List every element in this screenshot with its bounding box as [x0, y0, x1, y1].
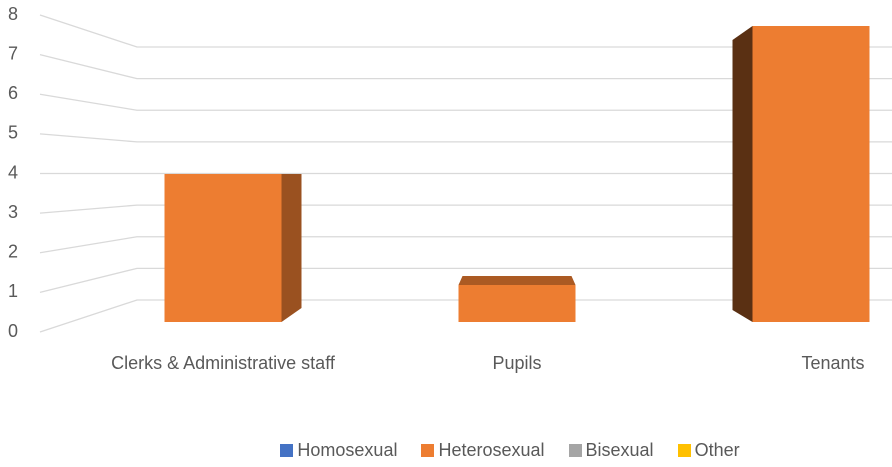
- x-tick-label: Tenants: [801, 353, 865, 373]
- legend-item: Heterosexual: [421, 440, 545, 461]
- legend-swatch: [280, 444, 294, 457]
- legend-label: Bisexual: [585, 440, 654, 460]
- grid-line: [39, 14, 892, 48]
- legend-item: Other: [677, 440, 740, 461]
- legend-label: Other: [694, 440, 740, 460]
- grid-line: [39, 53, 892, 80]
- y-tick-label: 2: [8, 242, 18, 262]
- grid-line: [39, 299, 892, 333]
- legend: Homosexual Heterosexual Bisexual Other: [0, 440, 892, 461]
- y-tick-label: 3: [8, 202, 18, 222]
- chart: 0 1 2 3 4 5 6 7 8: [8, 4, 892, 341]
- legend-item: Homosexual: [280, 440, 397, 461]
- y-tick-label: 8: [8, 4, 18, 24]
- bar: [458, 285, 576, 322]
- bar-group: [732, 26, 870, 322]
- bar-top: [458, 276, 576, 285]
- legend-swatch: [568, 444, 582, 457]
- bar: [752, 26, 870, 322]
- bar: [164, 174, 282, 322]
- bar-group: [164, 174, 302, 322]
- legend-label: Heterosexual: [438, 440, 545, 460]
- grid-line: [39, 133, 892, 143]
- bar-group: [458, 276, 576, 322]
- legend-swatch: [677, 444, 691, 457]
- grid-line: [39, 204, 892, 214]
- bar-side: [732, 26, 753, 322]
- grid-line: [39, 267, 892, 294]
- legend-label: Homosexual: [297, 440, 398, 460]
- x-tick-label: Pupils: [492, 353, 542, 373]
- y-tick-label: 6: [8, 83, 18, 103]
- y-tick-label: 4: [8, 162, 18, 182]
- y-tick-label: 0: [8, 321, 18, 341]
- legend-swatch: [421, 444, 435, 457]
- y-tick-label: 1: [8, 281, 18, 301]
- bar-side: [281, 174, 302, 322]
- y-tick-label: 5: [8, 123, 18, 143]
- y-tick-label: 7: [8, 43, 18, 63]
- grid-line: [39, 236, 892, 254]
- legend-item: Bisexual: [568, 440, 654, 461]
- x-tick-label: Clerks & Administrative staff: [111, 353, 335, 373]
- grid-line: [39, 93, 892, 111]
